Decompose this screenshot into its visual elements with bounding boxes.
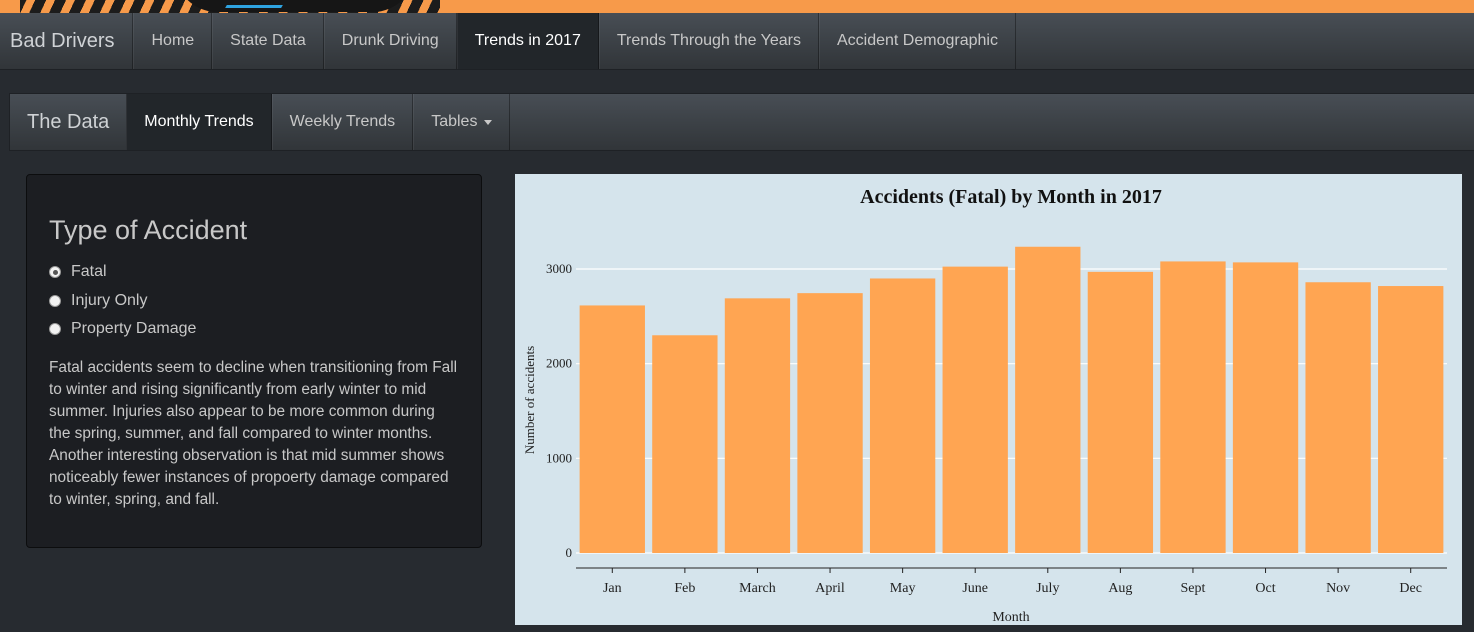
banner-accent-stroke (225, 0, 287, 8)
chart-title: Accidents (Fatal) by Month in 2017 (860, 186, 1162, 208)
bar-june (942, 266, 1008, 553)
y-tick-label: 3000 (546, 261, 572, 276)
header-banner (0, 0, 1474, 13)
bar-chart: Accidents (Fatal) by Month in 2017 Jan Fe… (522, 186, 1447, 625)
bar-jan (579, 305, 645, 553)
radio-button[interactable] (49, 323, 61, 336)
bar-aug (1087, 271, 1154, 553)
tab-monthly-trends[interactable]: Monthly Trends (126, 94, 272, 150)
bar-feb (652, 335, 718, 553)
main-navbar: Bad Drivers Home State Data Drunk Drivin… (0, 13, 1474, 70)
sidebar-panel: Type of Accident Fatal Injury Only Prope… (26, 174, 482, 548)
radio-button-checked[interactable] (49, 266, 61, 279)
x-tick-label: Jan (603, 581, 622, 596)
x-tick-label: Feb (674, 581, 695, 596)
x-tick-label: Sept (1181, 581, 1206, 596)
accident-type-title: Type of Accident (49, 215, 248, 245)
x-tick-label: June (962, 581, 988, 596)
nav-trends-years[interactable]: Trends Through the Years (598, 13, 819, 69)
bar-sept (1160, 261, 1226, 553)
description-text: Fatal accidents seem to decline when tra… (49, 358, 458, 508)
x-tick-label: Oct (1255, 581, 1275, 596)
bar-nov (1305, 282, 1371, 553)
x-tick-label: April (815, 581, 845, 596)
y-axis-label: Number of accidents (522, 346, 537, 454)
x-tick-label: Nov (1326, 581, 1350, 596)
nav-state-data[interactable]: State Data (212, 13, 324, 69)
nav-home[interactable]: Home (133, 13, 213, 69)
bar-july (1015, 246, 1081, 553)
bar-may (869, 278, 936, 553)
chart-gridlines (576, 268, 1447, 554)
tab-weekly-trends[interactable]: Weekly Trends (271, 94, 414, 150)
bar-march (724, 298, 791, 553)
x-axis-ticks: Jan Feb March April May June July Aug Sept Oct Nov… (603, 568, 1422, 596)
nav-trends-2017[interactable]: Trends in 2017 (456, 13, 599, 69)
radio-label: Injury Only (71, 291, 148, 309)
radio-option-fatal[interactable]: Fatal (49, 258, 459, 287)
y-axis-ticks: 0 1000 2000 3000 (546, 261, 572, 560)
tab-tables-label: Tables (431, 113, 478, 130)
chart-bars (579, 246, 1444, 553)
subnav-brand[interactable]: The Data (27, 110, 110, 133)
x-tick-label: March (739, 581, 776, 596)
navbar-brand[interactable]: Bad Drivers (0, 13, 134, 69)
bar-oct (1232, 262, 1299, 553)
chart-container: Accidents (Fatal) by Month in 2017 Jan Fe… (515, 174, 1462, 625)
tab-tables-dropdown[interactable]: Tables (413, 94, 511, 150)
bar-april (797, 293, 863, 553)
x-axis-label: Month (992, 610, 1029, 625)
y-tick-label: 1000 (546, 450, 572, 465)
nav-accident-demographic[interactable]: Accident Demographic (818, 13, 1016, 69)
x-tick-label: July (1036, 581, 1059, 596)
caret-down-icon (484, 119, 493, 125)
radio-button[interactable] (49, 294, 61, 307)
radio-option-injury-only[interactable]: Injury Only (49, 287, 459, 316)
radio-option-property-damage[interactable]: Property Damage (49, 315, 459, 344)
x-tick-label: May (890, 581, 916, 596)
nav-drunk-driving[interactable]: Drunk Driving (323, 13, 457, 69)
sub-navbar: The Data Monthly Trends Weekly Trends Ta… (9, 93, 1474, 151)
x-tick-label: Dec (1399, 581, 1422, 596)
y-tick-label: 2000 (546, 356, 572, 371)
radio-label: Fatal (71, 263, 107, 281)
x-tick-label: Aug (1108, 581, 1132, 596)
banner-car-shape (175, 0, 415, 12)
bar-dec (1378, 286, 1444, 553)
radio-label: Property Damage (71, 320, 197, 338)
y-tick-label: 0 (566, 545, 573, 560)
